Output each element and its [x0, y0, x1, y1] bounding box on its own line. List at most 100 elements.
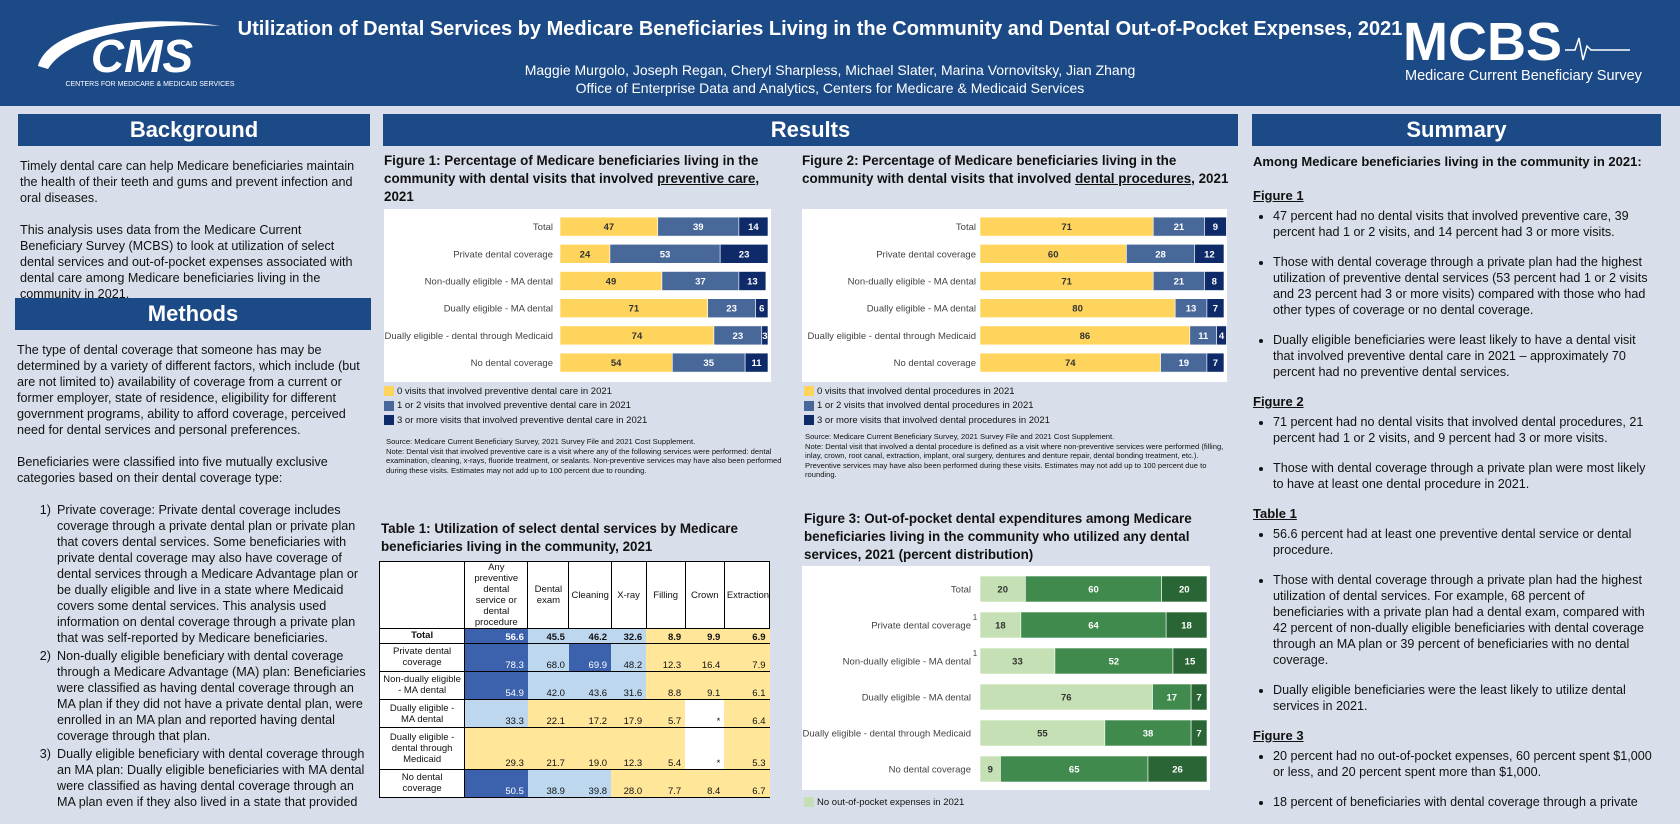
bar-segment — [1216, 325, 1227, 346]
bar-segment — [1152, 683, 1192, 711]
poster: CMS CENTERS FOR MEDICARE & MEDICAID SERV… — [0, 0, 1680, 804]
data-label: 7 — [1196, 729, 1201, 740]
data-label: 39 — [693, 222, 704, 233]
table-cell: 8.9 — [646, 628, 686, 644]
row-label: No dental coverage — [378, 768, 466, 799]
data-label: 21 — [1174, 277, 1185, 288]
logo-text: MCBS — [1403, 12, 1562, 72]
legend-label: 1 or 2 visits that involved dental proce… — [817, 400, 1034, 412]
legend-label: 1 or 2 visits that involved preventive d… — [397, 400, 631, 412]
bar-segment — [1194, 243, 1225, 264]
data-label: 71 — [629, 304, 640, 315]
data-label: 47 — [604, 222, 615, 233]
bar-segment — [1190, 683, 1208, 711]
category-label: Dually eligible - dental through Medicai… — [385, 331, 553, 342]
data-label: 20 — [1179, 585, 1190, 596]
bar-segment — [979, 719, 1106, 747]
bullet-list: 47 percent had no dental visits that inv… — [1253, 208, 1658, 380]
bar-segment — [1172, 647, 1208, 675]
author-list: Maggie Murgolo, Joseph Regan, Cheryl Sha… — [524, 62, 1136, 78]
table-row: Total 56.6 45.5 46.2 32.6 8.9 9.9 6.9 — [378, 628, 770, 644]
category-label: Non-dually eligible - MA dental — [848, 277, 976, 288]
category-label: Total — [533, 222, 553, 233]
section-heading: Summary — [1252, 114, 1661, 146]
legend-swatch — [384, 400, 394, 411]
legend-label: 3 or more visits that involved preventiv… — [397, 414, 648, 426]
bar-segment — [761, 325, 769, 346]
data-label: 52 — [1109, 657, 1120, 668]
summary-subheading: Figure 1 — [1253, 188, 1304, 203]
data-label: 7 — [1196, 693, 1201, 704]
table-cell: 31.6 — [611, 670, 647, 701]
data-label: 7 — [1213, 358, 1218, 369]
legend-label: 0 visits that involved dental procedures… — [817, 385, 1015, 397]
data-label: 23 — [733, 331, 744, 342]
legend-swatch — [804, 386, 814, 397]
table-cell: 54.9 — [464, 670, 528, 701]
data-label: 13 — [1186, 304, 1197, 315]
data-label: 86 — [1080, 331, 1091, 342]
legend-swatch — [384, 386, 394, 397]
data-label: 65 — [1069, 765, 1080, 776]
summary-text: Among Medicare beneficiaries living in t… — [1253, 154, 1658, 824]
background-text: Timely dental care can help Medicare ben… — [20, 158, 360, 318]
bar-segment — [1165, 611, 1208, 639]
table-cell: 6.7 — [724, 768, 770, 799]
table-cell: 46.2 — [568, 628, 612, 644]
data-label: 71 — [1061, 222, 1072, 233]
title-part: , 2021 — [1191, 171, 1229, 186]
legend-label: 3 or more visits that involved dental pr… — [817, 414, 1050, 426]
data-label: 23 — [739, 249, 750, 260]
table-cell: 6.4 — [724, 698, 770, 729]
data-label: 60 — [1088, 585, 1099, 596]
data-label: 28 — [1155, 249, 1166, 260]
table-cell: 56.6 — [464, 628, 528, 644]
data-label: 74 — [1065, 358, 1076, 369]
note-text: Note: Dental visit that involved a denta… — [805, 441, 1224, 480]
table-cell: 48.2 — [611, 642, 647, 672]
table-row: Non-dually eligible - MA dental 54.9 42.0 4… — [378, 670, 770, 701]
table-cell: 21.7 — [527, 727, 569, 770]
logo-subtext: Medicare Current Beneficiary Survey — [1405, 68, 1643, 84]
bar-segment — [979, 575, 1026, 603]
bar-segment — [1161, 575, 1208, 603]
title-part: , 2021 — [384, 171, 760, 204]
table-cell: 8.8 — [646, 670, 686, 701]
column-header: Cleaning — [568, 561, 612, 629]
figure-title: Figure 1: Percentage of Medicare benefic… — [384, 152, 764, 206]
summary-intro: Among Medicare beneficiaries living in t… — [1253, 154, 1642, 169]
paragraph: This analysis uses data from the Medicar… — [20, 223, 353, 301]
table: Any preventive dental service or dental … — [378, 561, 771, 799]
methods-text: The type of dental coverage that someone… — [17, 342, 369, 812]
legend-swatch — [804, 415, 814, 426]
table-row: Dually eligible - MA dental 33.3 22.1 17.2 1… — [378, 698, 770, 729]
legend-item: No out-of-pocket expenses in 2021 — [804, 795, 1204, 810]
row-label: Non-dually eligible - MA dental — [378, 670, 466, 701]
table-row: No dental coverage 50.5 38.9 39.8 28.0 7.7 8.4… — [378, 768, 770, 799]
stub-header — [378, 561, 466, 629]
bar-segment — [979, 647, 1056, 675]
table-cell: 12.3 — [611, 727, 647, 770]
list-item: 3) Dually eligible beneficiary with denta… — [17, 746, 369, 810]
bar-segment — [744, 352, 769, 373]
data-label: 20 — [997, 585, 1008, 596]
data-label: 64 — [1088, 621, 1099, 632]
data-label: 15 — [1185, 657, 1196, 668]
data-label: 12 — [1204, 249, 1215, 260]
table-cell: 42.0 — [527, 670, 569, 701]
legend-item: 3 or more visits that involved dental pr… — [804, 413, 1224, 428]
chart: Total 47 39 14 Private dental coverage 24 53 23… — [385, 216, 769, 373]
data-label: 71 — [1061, 277, 1072, 288]
data-label: 53 — [660, 249, 671, 260]
legend-item: 0 visits that involved preventive dental… — [384, 384, 774, 399]
bar-segment — [1054, 647, 1174, 675]
data-label: 74 — [632, 331, 643, 342]
table-cell: 8.4 — [685, 768, 725, 799]
title-part: preventive care — [657, 171, 756, 186]
chart-area: Total 47 39 14 Private dental coverage 24 53 23… — [384, 209, 771, 382]
chart-area: Total 20 60 20 Private dental coverage 1 18 64 1… — [802, 566, 1210, 790]
legend-swatch — [804, 797, 814, 808]
data-label: 33 — [1012, 657, 1023, 668]
data-label: 38 — [1143, 729, 1154, 740]
